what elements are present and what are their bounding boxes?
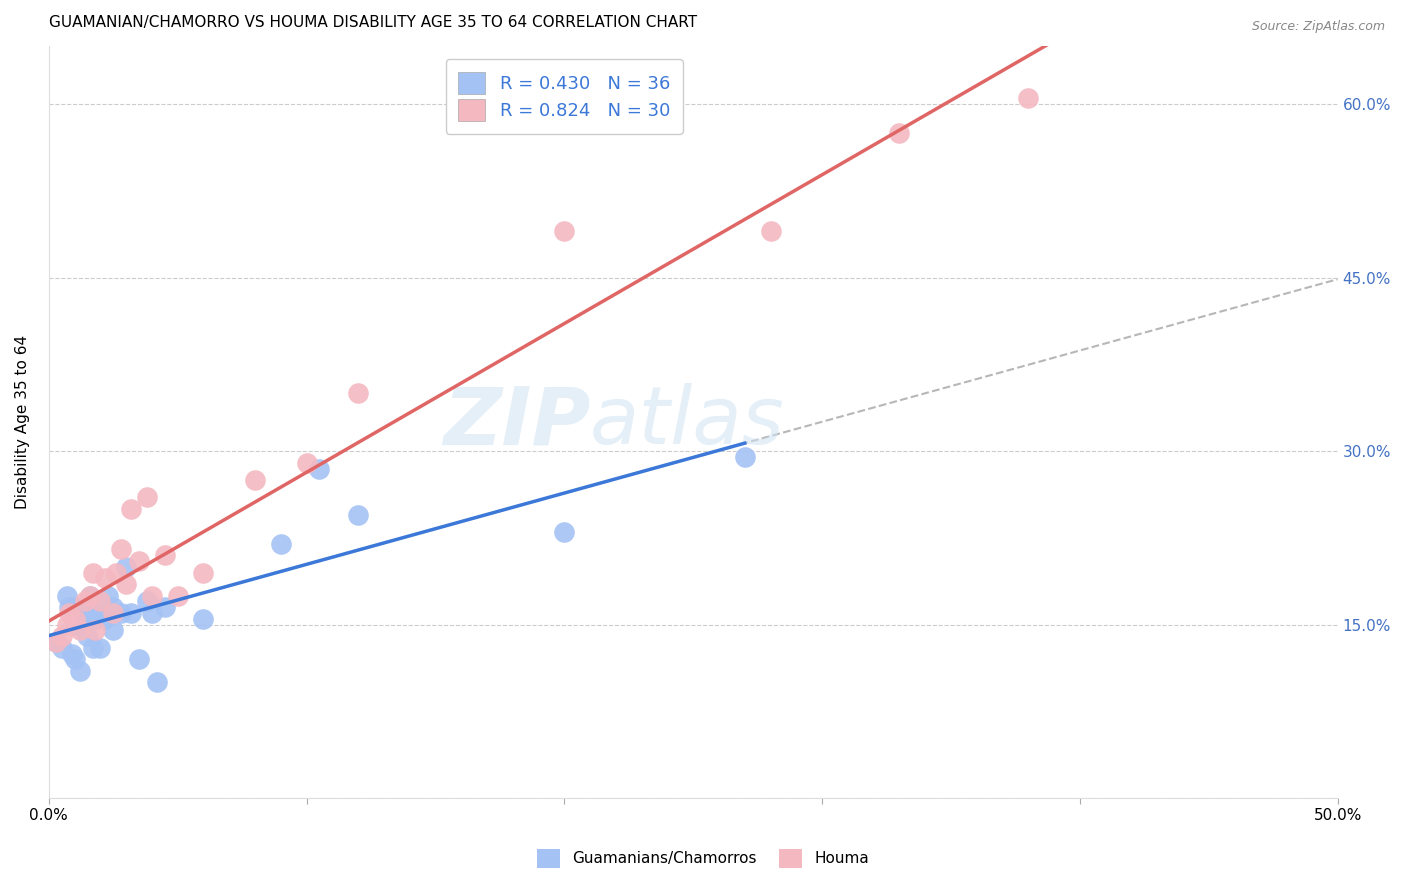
Point (89, 640, 111, 655)
Point (135, 491, 157, 505)
Point (103, 624, 125, 638)
Point (89, 594, 111, 608)
Point (63, 652, 86, 666)
Point (82, 640, 104, 655)
Point (89, 606, 111, 620)
Point (84, 624, 107, 638)
Point (193, 612, 215, 626)
Point (270, 536, 292, 550)
Point (69, 624, 91, 638)
Y-axis label: Disability Age 35 to 64: Disability Age 35 to 64 (15, 335, 30, 509)
Point (60, 647, 83, 661)
Text: atlas: atlas (591, 384, 785, 461)
Point (63, 617, 86, 632)
Text: GUAMANIAN/CHAMORRO VS HOUMA DISABILITY AGE 35 TO 64 CORRELATION CHART: GUAMANIAN/CHAMORRO VS HOUMA DISABILITY A… (49, 15, 697, 30)
Point (295, 456, 318, 470)
Point (308, 461, 330, 475)
Point (63, 600, 86, 615)
Point (79, 589, 101, 603)
Point (58, 606, 80, 620)
Point (76, 606, 98, 620)
Point (889, 126, 911, 140)
Point (115, 577, 138, 591)
Point (56, 589, 79, 603)
Point (97, 589, 120, 603)
Point (120, 502, 142, 516)
Point (759, 224, 782, 238)
Point (146, 675, 169, 690)
Point (128, 652, 150, 666)
Legend: R = 0.430   N = 36, R = 0.824   N = 30: R = 0.430 N = 36, R = 0.824 N = 30 (446, 59, 683, 134)
Point (115, 559, 138, 574)
Point (141, 606, 163, 620)
Point (103, 606, 125, 620)
Point (45, 635, 67, 649)
Text: ZIP: ZIP (443, 384, 591, 461)
Point (76, 629, 98, 643)
Point (120, 606, 142, 620)
Point (166, 589, 188, 603)
Point (87, 606, 110, 620)
Point (69, 664, 91, 678)
Point (84, 612, 107, 626)
Point (734, 450, 756, 464)
Point (153, 548, 176, 562)
Point (103, 600, 125, 615)
Point (56, 617, 79, 632)
Point (51, 640, 73, 655)
Point (73, 594, 96, 608)
Point (104, 566, 127, 580)
Point (1017, 91, 1039, 105)
Point (94, 612, 117, 626)
Point (193, 566, 215, 580)
Point (45, 635, 67, 649)
Point (243, 473, 266, 487)
Point (51, 629, 73, 643)
Point (82, 566, 104, 580)
Point (58, 600, 80, 615)
Point (110, 606, 132, 620)
Point (347, 386, 370, 401)
Point (135, 594, 157, 608)
Point (128, 554, 150, 568)
Legend: Guamanians/Chamorros, Houma: Guamanians/Chamorros, Houma (530, 843, 876, 873)
Text: Source: ZipAtlas.com: Source: ZipAtlas.com (1251, 20, 1385, 33)
Point (347, 508, 370, 522)
Point (553, 525, 575, 540)
Point (141, 589, 163, 603)
Point (72, 600, 94, 615)
Point (110, 542, 132, 557)
Point (553, 224, 575, 238)
Point (94, 571, 117, 585)
Point (63, 612, 86, 626)
Point (153, 600, 176, 615)
Point (79, 589, 101, 603)
